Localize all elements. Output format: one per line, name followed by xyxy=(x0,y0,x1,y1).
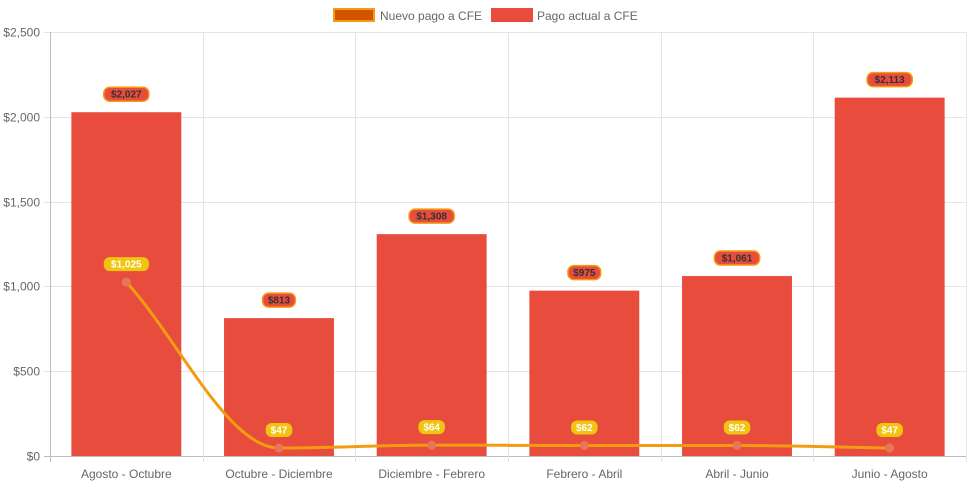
line-data-label-box xyxy=(723,420,751,435)
bar-data-label: $2,027 xyxy=(111,90,142,101)
line-path xyxy=(124,280,892,450)
x-tick-label: Abril - Junio xyxy=(705,467,769,481)
line-data-label: $62 xyxy=(576,423,593,434)
y-tick-label: $2,500 xyxy=(3,26,40,40)
line-data-label-box xyxy=(265,423,293,438)
line-point xyxy=(579,440,589,450)
x-tick-label: Octubre - Diciembre xyxy=(225,467,333,481)
x-tick-label: Junio - Agosto xyxy=(852,467,928,481)
bar xyxy=(834,97,945,457)
y-tick-label: $1,500 xyxy=(3,196,40,210)
line-data-label: $47 xyxy=(271,426,288,437)
legend-label: Nuevo pago a CFE xyxy=(380,9,482,23)
line-point xyxy=(885,443,895,453)
line-data-label: $1,025 xyxy=(111,260,142,271)
bar-data-label-box xyxy=(408,208,456,224)
x-tick-label: Agosto - Octubre xyxy=(81,467,172,481)
bar-data-label-box xyxy=(866,71,914,88)
x-tick-label: Febrero - Abril xyxy=(546,467,622,481)
grid xyxy=(44,32,967,462)
line-data-label: $64 xyxy=(423,423,440,434)
legend-swatch xyxy=(333,8,375,22)
y-tick-label: $2,000 xyxy=(3,111,40,125)
bar-series xyxy=(71,97,945,457)
bar-data-label-box xyxy=(567,264,602,281)
axes: $0 $500 $1,000 $1,500 $2,000 $2,500 Agosto - O… xyxy=(3,26,928,482)
line-data-label-box xyxy=(418,420,445,435)
line-data-label-box xyxy=(103,257,149,272)
legend-swatch xyxy=(491,8,533,22)
y-tick-label: $1,000 xyxy=(3,280,40,294)
line-data-label: $62 xyxy=(729,423,746,434)
bar-data-label: $1,308 xyxy=(416,212,447,223)
bar-data-label-box xyxy=(102,86,150,102)
legend[interactable]: Nuevo pago a CFE Pago actual a CFE xyxy=(333,8,638,23)
bar-data-label: $2,113 xyxy=(875,75,905,86)
line-point xyxy=(274,443,284,453)
line-data-label-box xyxy=(571,420,598,435)
bar xyxy=(376,234,487,456)
line-point xyxy=(121,277,131,287)
data-labels: $2,027 $813 $1,308 $975 $1,061 $2,113 $1,025 $4… xyxy=(102,71,914,438)
line-data-label-box xyxy=(876,423,903,438)
line-point xyxy=(427,440,437,450)
y-tick-label: $0 xyxy=(27,450,41,464)
bar-data-label-box xyxy=(713,250,761,266)
bar-data-label-box xyxy=(261,292,297,308)
y-tick-label: $500 xyxy=(13,365,40,379)
line-point xyxy=(732,440,742,450)
bar-data-label: $813 xyxy=(268,296,291,307)
legend-label: Pago actual a CFE xyxy=(537,9,638,23)
x-tick-label: Diciembre - Febrero xyxy=(378,467,485,481)
bar-data-label: $1,061 xyxy=(722,254,753,265)
line-series xyxy=(121,277,895,453)
bar-data-label: $975 xyxy=(573,268,596,279)
line-data-label: $47 xyxy=(881,426,898,437)
